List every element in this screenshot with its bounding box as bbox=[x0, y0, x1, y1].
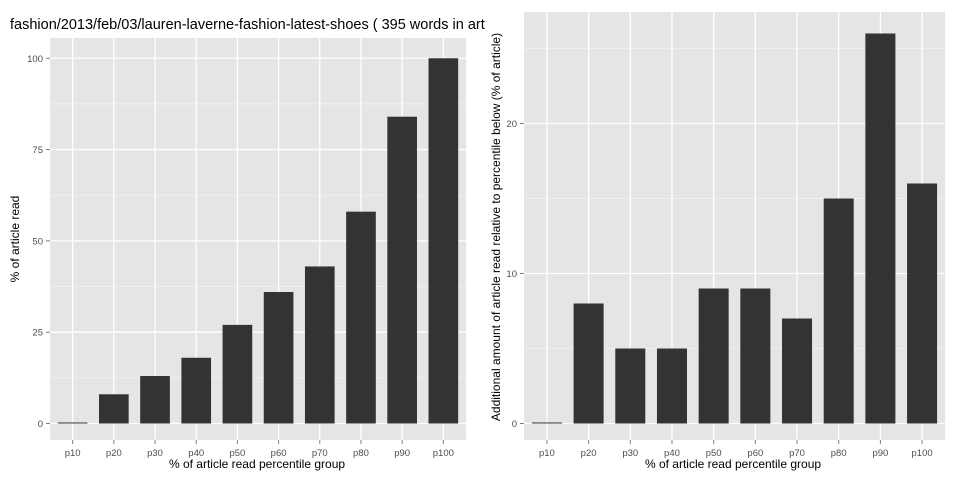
x-tick-label: p30 bbox=[147, 448, 163, 459]
y-tick-label: 20 bbox=[506, 119, 517, 130]
y-tick-label: 0 bbox=[38, 419, 43, 430]
x-tick-label: p70 bbox=[312, 448, 328, 459]
x-tick-label: p40 bbox=[188, 448, 204, 459]
x-tick-label: p90 bbox=[394, 448, 410, 459]
bar-p70 bbox=[782, 318, 813, 424]
x-axis-label: % of article read percentile group bbox=[645, 457, 821, 471]
x-tick-label: p10 bbox=[65, 448, 81, 459]
bar-p40 bbox=[656, 348, 687, 424]
bar-p10 bbox=[531, 422, 562, 424]
bar-p30 bbox=[615, 348, 646, 424]
y-tick-label: 100 bbox=[27, 54, 43, 65]
x-tick-label: p100 bbox=[912, 448, 933, 459]
bar-p20 bbox=[573, 303, 604, 424]
x-tick-label: p10 bbox=[539, 448, 555, 459]
bar-p20 bbox=[99, 394, 129, 424]
y-axis-label: Additional amount of article read relati… bbox=[489, 33, 503, 421]
y-tick-label: 25 bbox=[32, 328, 43, 339]
x-tick-label: p50 bbox=[706, 448, 722, 459]
x-tick-label: p80 bbox=[353, 448, 369, 459]
bar-p70 bbox=[304, 266, 335, 424]
y-axis-label: % of article read bbox=[8, 196, 22, 283]
x-tick-label: p60 bbox=[747, 448, 763, 459]
chart-panel-2: 0 10 20 p10 p20 p30 p40 p50 p60 p70 p80 p90 p100 bbox=[506, 12, 945, 459]
bar-p80 bbox=[346, 211, 376, 424]
x-axis-label: % of article read percentile group bbox=[169, 457, 345, 471]
x-tick-label: p60 bbox=[271, 448, 287, 459]
x-tick-label: p20 bbox=[581, 448, 597, 459]
bar-p30 bbox=[140, 376, 170, 424]
x-tick-label: p40 bbox=[664, 448, 680, 459]
bar-p90 bbox=[387, 116, 417, 424]
x-tick-label: p30 bbox=[622, 448, 638, 459]
bar-p90 bbox=[865, 33, 896, 424]
bar-p80 bbox=[823, 198, 854, 424]
bar-p50 bbox=[698, 288, 729, 424]
bar-p40 bbox=[181, 357, 212, 424]
chart-title: fashion/2013/feb/03/lauren-laverne-fashi… bbox=[10, 17, 485, 33]
bar-p60 bbox=[740, 288, 771, 424]
bar-p10 bbox=[57, 422, 88, 424]
x-tick-label: p100 bbox=[433, 448, 454, 459]
y-tick-label: 50 bbox=[32, 236, 43, 247]
x-tick-label: p20 bbox=[106, 448, 122, 459]
x-tick-label: p70 bbox=[789, 448, 805, 459]
y-tick-label: 10 bbox=[506, 269, 517, 280]
y-tick-label: 0 bbox=[512, 419, 517, 430]
x-tick-label: p80 bbox=[831, 448, 847, 459]
bar-p50 bbox=[222, 324, 253, 424]
y-tick-label: 75 bbox=[32, 145, 43, 156]
x-tick-label: p90 bbox=[872, 448, 888, 459]
bar-p60 bbox=[263, 292, 294, 424]
bar-p100 bbox=[907, 183, 938, 424]
x-tick-label: p50 bbox=[229, 448, 245, 459]
chart-panel-1: 0 25 50 75 100 p10 p20 p30 p40 p50 p60 p70 p80 p90 p10… bbox=[27, 38, 466, 459]
bar-p100 bbox=[428, 58, 459, 424]
